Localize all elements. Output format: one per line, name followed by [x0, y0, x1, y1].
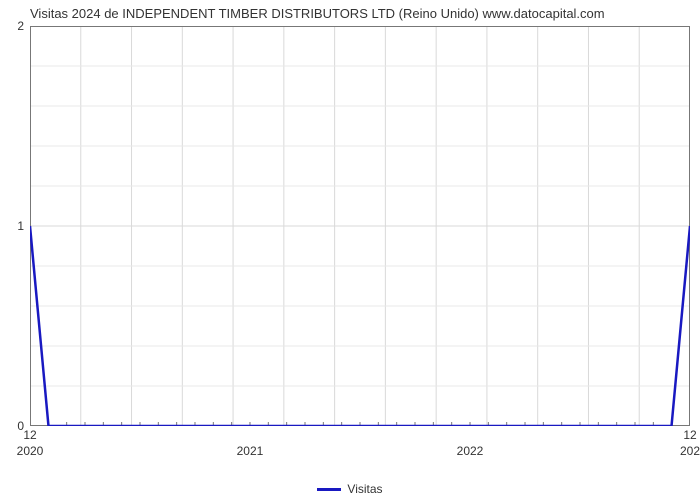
legend: Visitas — [0, 482, 700, 496]
chart-svg — [30, 26, 690, 426]
legend-swatch — [317, 488, 341, 491]
x-major-0: 2020 — [17, 426, 44, 458]
plot-area: 0 1 2 12 12 2020 2021 2022 202 — [30, 26, 690, 426]
legend-label: Visitas — [347, 482, 382, 496]
x-major-3: 202 — [680, 426, 700, 458]
y-tick-2: 2 — [17, 19, 30, 33]
y-tick-1: 1 — [17, 219, 30, 233]
x-major-2: 2022 — [457, 426, 484, 458]
x-major-1: 2021 — [237, 426, 264, 458]
chart-title: Visitas 2024 de INDEPENDENT TIMBER DISTR… — [30, 6, 605, 21]
